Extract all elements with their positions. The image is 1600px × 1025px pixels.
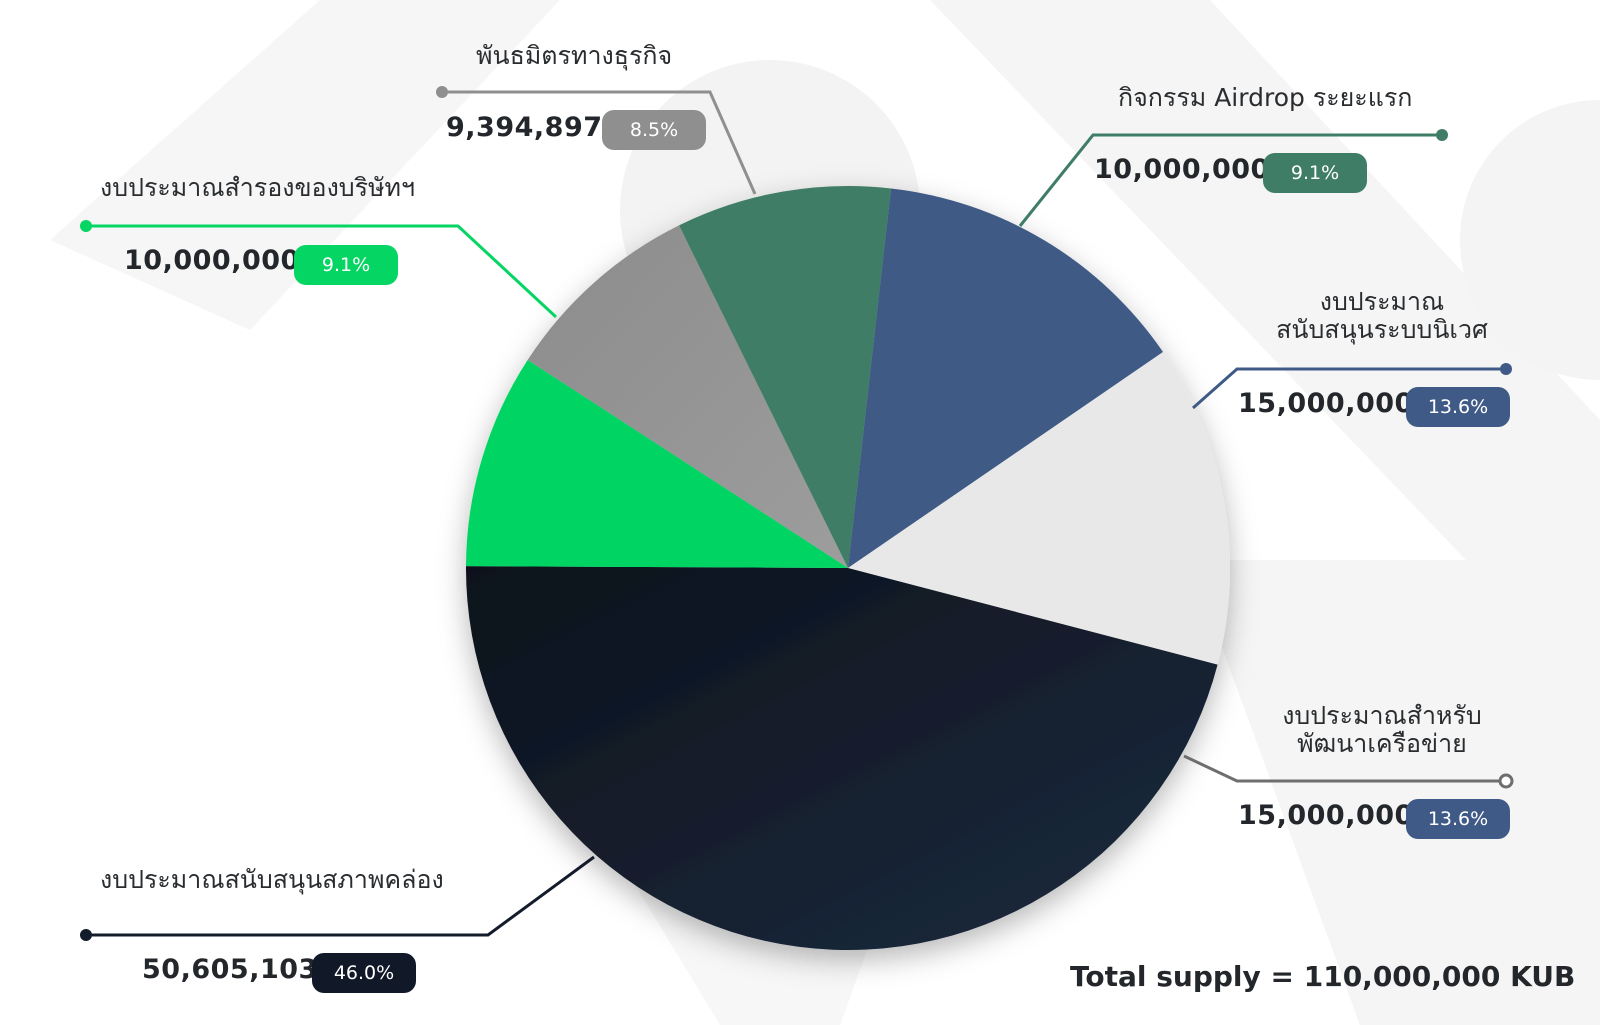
leader-line-business-partners (442, 90, 757, 195)
slice-value-business-partners: 9,394,897 (446, 112, 603, 143)
slice-label-company-reserve: งบประมาณสำรองของบริษัทฯ (100, 173, 416, 202)
pie-slice-liquidity (465, 566, 1218, 951)
leader-line-network-development (1183, 754, 1506, 783)
slice-label-network-development-line-2: พัฒนาเครือข่าย (1297, 729, 1467, 758)
leader-dot-ecosystem (1500, 363, 1512, 375)
slice-percent-badge-ecosystem: 13.6% (1406, 387, 1510, 427)
leader-line-company-reserve (86, 224, 558, 319)
leader-dot-liquidity (80, 929, 92, 941)
slice-value-company-reserve: 10,000,000 (124, 245, 300, 276)
slice-value-airdrop: 10,000,000 (1094, 154, 1270, 185)
pie-slice-airdrop (679, 186, 892, 568)
slice-percent-badge-company-reserve: 9.1% (294, 245, 398, 285)
slice-label-business-partners: พันธมิตรทางธุรกิจ (476, 41, 673, 70)
pie-slice-ecosystem (848, 188, 1164, 568)
slice-value-ecosystem: 15,000,000 (1238, 388, 1414, 419)
leader-line-liquidity (86, 855, 595, 937)
leader-dot-company-reserve (80, 220, 92, 232)
pie-slice-company-reserve (466, 359, 848, 568)
slice-percent-badge-network-development: 13.6% (1406, 799, 1510, 839)
leader-dot-airdrop (1436, 129, 1448, 141)
slice-label-network-development: งบประมาณสำหรับ พัฒนาเครือข่าย (1262, 702, 1502, 758)
leader-line-ecosystem (1192, 367, 1506, 410)
slice-value-network-development: 15,000,000 (1238, 800, 1414, 831)
slice-label-liquidity: งบประมาณสนับสนุนสภาพคล่อง (100, 865, 444, 894)
slice-value-liquidity: 50,605,103 (142, 954, 318, 985)
total-supply-label: Total supply = 110,000,000 KUB (1070, 960, 1576, 993)
slice-label-network-development-line-1: งบประมาณสำหรับ (1282, 701, 1482, 730)
slice-percent-badge-business-partners: 8.5% (602, 110, 706, 150)
slice-label-ecosystem: งบประมาณ สนับสนุนระบบนิเวศ (1262, 288, 1502, 344)
leader-dot-business-partners (436, 86, 448, 98)
pie-slice-network-development (848, 351, 1230, 665)
leader-line-airdrop (1018, 133, 1442, 227)
slice-label-airdrop: กิจกรรม Airdrop ระยะแรก (1118, 83, 1413, 112)
leader-dot-network-development (1498, 773, 1514, 789)
slice-percent-badge-airdrop: 9.1% (1263, 153, 1367, 193)
slice-label-ecosystem-line-1: งบประมาณ (1319, 287, 1445, 316)
slice-percent-badge-liquidity: 46.0% (312, 953, 416, 993)
slice-label-ecosystem-line-2: สนับสนุนระบบนิเวศ (1276, 315, 1488, 344)
pie-slice-business-partners (527, 225, 848, 568)
